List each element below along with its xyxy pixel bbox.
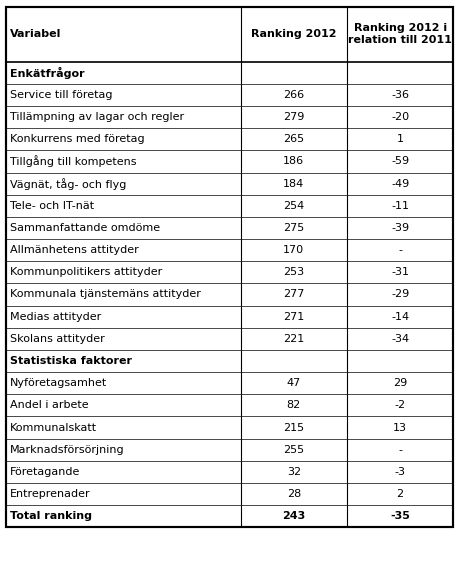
Text: Kommunpolitikers attityder: Kommunpolitikers attityder — [10, 267, 162, 277]
Text: -2: -2 — [395, 400, 406, 410]
Text: 254: 254 — [283, 201, 304, 211]
Text: Konkurrens med företag: Konkurrens med företag — [10, 134, 145, 144]
Text: -31: -31 — [391, 267, 409, 277]
Text: Medias attityder: Medias attityder — [10, 312, 101, 321]
Text: 186: 186 — [283, 157, 304, 166]
Text: -36: -36 — [391, 90, 409, 100]
Text: Allmänhetens attityder: Allmänhetens attityder — [10, 245, 139, 255]
Text: Tillämpning av lagar och regler: Tillämpning av lagar och regler — [10, 112, 184, 122]
Text: -: - — [398, 245, 402, 255]
Text: -14: -14 — [391, 312, 409, 321]
Text: 253: 253 — [283, 267, 304, 277]
Text: -20: -20 — [391, 112, 409, 122]
Text: 279: 279 — [283, 112, 304, 122]
Text: Ranking 2012 i
relation till 2011: Ranking 2012 i relation till 2011 — [348, 24, 452, 45]
Text: -: - — [398, 445, 402, 454]
Text: Vägnät, tåg- och flyg: Vägnät, tåg- och flyg — [10, 177, 127, 190]
Text: -34: -34 — [391, 334, 409, 344]
Text: 255: 255 — [283, 445, 304, 454]
Text: Kommunalskatt: Kommunalskatt — [10, 423, 97, 433]
Text: Total ranking: Total ranking — [10, 511, 92, 521]
Text: 82: 82 — [287, 400, 301, 410]
Text: -59: -59 — [391, 157, 409, 166]
Text: 13: 13 — [393, 423, 407, 433]
Text: 215: 215 — [283, 423, 304, 433]
Text: 2: 2 — [397, 489, 404, 499]
Text: Ranking 2012: Ranking 2012 — [251, 29, 336, 39]
Text: 28: 28 — [287, 489, 301, 499]
Text: 243: 243 — [282, 511, 305, 521]
Text: Kommunala tjänstemäns attityder: Kommunala tjänstemäns attityder — [10, 290, 201, 300]
Text: Statistiska faktorer: Statistiska faktorer — [10, 356, 132, 366]
Text: 266: 266 — [283, 90, 304, 100]
Text: 47: 47 — [287, 378, 301, 388]
Text: 277: 277 — [283, 290, 304, 300]
Text: 271: 271 — [283, 312, 304, 321]
Text: 170: 170 — [283, 245, 304, 255]
Text: Entreprenader: Entreprenader — [10, 489, 91, 499]
Text: -35: -35 — [390, 511, 410, 521]
Text: 1: 1 — [397, 134, 403, 144]
Text: 184: 184 — [283, 179, 304, 188]
Text: -3: -3 — [395, 467, 406, 477]
Text: -49: -49 — [391, 179, 409, 188]
Text: -29: -29 — [391, 290, 409, 300]
Text: Enkätfrågor: Enkätfrågor — [10, 67, 85, 79]
Text: 265: 265 — [283, 134, 304, 144]
Text: Tillgång till kompetens: Tillgång till kompetens — [10, 156, 137, 168]
Text: 32: 32 — [287, 467, 301, 477]
Text: Nyföretagsamhet: Nyföretagsamhet — [10, 378, 107, 388]
Text: 221: 221 — [283, 334, 304, 344]
Text: -11: -11 — [391, 201, 409, 211]
Text: Tele- och IT-nät: Tele- och IT-nät — [10, 201, 94, 211]
Text: 275: 275 — [283, 223, 304, 233]
Text: Sammanfattande omdöme: Sammanfattande omdöme — [10, 223, 160, 233]
Text: Variabel: Variabel — [10, 29, 62, 39]
Text: Service till företag: Service till företag — [10, 90, 112, 100]
Text: Marknadsförsörjning: Marknadsförsörjning — [10, 445, 125, 454]
Text: Företagande: Företagande — [10, 467, 80, 477]
Text: -39: -39 — [391, 223, 409, 233]
Text: Skolans attityder: Skolans attityder — [10, 334, 105, 344]
Text: 29: 29 — [393, 378, 407, 388]
Text: Andel i arbete: Andel i arbete — [10, 400, 89, 410]
